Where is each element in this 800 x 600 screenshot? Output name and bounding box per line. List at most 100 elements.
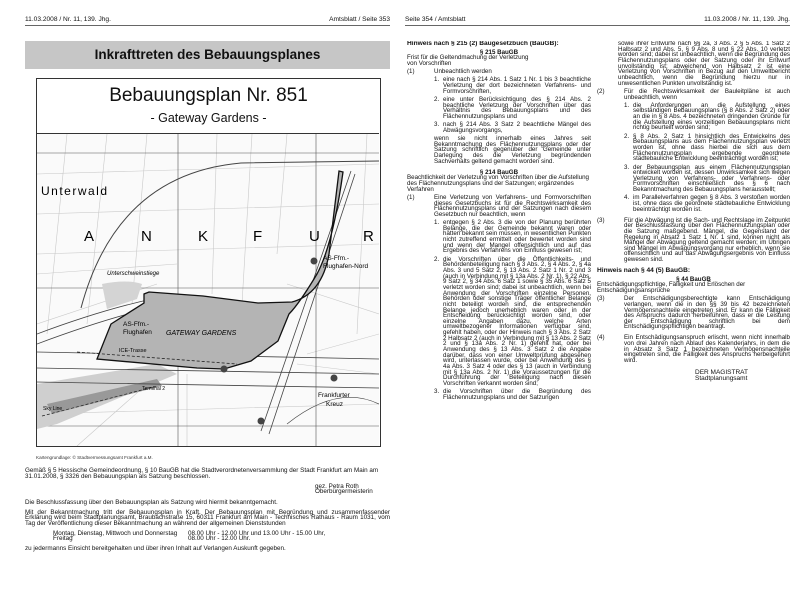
- motorway-markers: [220, 257, 338, 425]
- map-label-skyline: Sky Line: [43, 406, 62, 412]
- item-number: 1.: [434, 76, 440, 84]
- item-text: im Parallelverfahren gegen § 8 Abs. 3 ve…: [633, 194, 790, 213]
- item-number: 3.: [624, 163, 630, 171]
- item-text: der Bebauungsplan aus einem Flächennutzu…: [633, 163, 790, 194]
- map-letter: U: [309, 228, 320, 245]
- s44-para-4: (4) Ein Entschädigungsanspruch erlischt,…: [597, 335, 790, 366]
- s215-para-1: (1) Unbeachtlich werden 1. eine nach § 21…: [407, 69, 591, 167]
- plan-title: Bebauungsplan Nr. 851: [109, 85, 308, 106]
- list-item: 2. die Vorschriften über die Öffentlichke…: [434, 255, 591, 388]
- list-item: 4. im Parallelverfahren gegen § 8 Abs. 3 …: [624, 194, 790, 213]
- item-number: 2.: [624, 132, 630, 140]
- item-number: 2.: [434, 255, 440, 263]
- s214-para-1: (1) Eine Verletzung von Verfahrens- und …: [407, 193, 591, 403]
- item-text: entgegen § 2 Abs. 3 die von der Planung …: [443, 219, 591, 255]
- hours-times: 08.00 Uhr - 12.00 Uhr und 13.00 Uhr - 15…: [188, 529, 326, 537]
- map-letter: K: [198, 228, 208, 245]
- right-column-1: Hinweis nach § 215 (2) Baugesetzbuch (Ba…: [407, 41, 591, 599]
- para-number: (2): [597, 87, 605, 95]
- list-item: 3. nach § 214 Abs. 3 Satz 2 beachtliche M…: [434, 121, 591, 134]
- left-header-date: 11.03.2008 / Nr. 11, 139. Jhg.: [25, 16, 111, 23]
- item-text: die Anforderungen an die Aufstellung ein…: [633, 101, 790, 132]
- s214-para-3: (3) Für die Abwägung ist die Sach- und R…: [597, 216, 790, 266]
- para-number: (3): [597, 295, 605, 303]
- map-label-ice: ICE-Trasse: [119, 348, 147, 354]
- item-text: § 8 Abs. 2 Satz 1 hinsichtlich des Entwi…: [633, 132, 790, 163]
- s44-para-3: (3) Der Entschädigungsberechtigte kann E…: [597, 296, 790, 333]
- map-label-frankfurt: A N K F U R: [84, 228, 374, 245]
- s214-para-2: (2) Für die Rechtswirksamkeit der Baulei…: [597, 87, 790, 215]
- map-letter: F: [253, 228, 262, 245]
- item-number: 4.: [624, 194, 630, 202]
- map-letter: N: [141, 228, 152, 245]
- map-letter: R: [363, 228, 374, 245]
- highways: [37, 160, 379, 435]
- para-number: (1): [407, 193, 415, 201]
- right-page-header: Seite 354 / Amtsblatt 11.03.2008 / Nr. 1…: [405, 16, 790, 26]
- page-title: Inkrafttreten des Bebauungsplanes: [25, 41, 390, 69]
- subtitle-214: Beachtlichkeit der Verletzung von Vorsch…: [407, 174, 589, 193]
- signature-name: gez. Petra Roth: [315, 482, 359, 490]
- para-text: Unbeachtlich werden: [434, 68, 492, 76]
- item-number: 3.: [434, 388, 440, 396]
- announcement-text: Die Beschlussfassung über den Bebauungsp…: [25, 498, 278, 506]
- map-label-unterwald: Unterwald: [41, 184, 109, 198]
- office-hours: Montag, Dienstag, Mittwoch und Donnersta…: [53, 529, 390, 542]
- list-item: 1. entgegen § 2 Abs. 3 die von der Planun…: [434, 219, 591, 255]
- map-label-terminal: Terminal 2: [142, 386, 165, 392]
- signoff-authority: DER MAGISTRAT: [695, 369, 748, 377]
- item-text: nach § 214 Abs. 3 Satz 2 beachtliche Män…: [443, 121, 591, 134]
- map-label-kreuz: Frankfurter: [318, 392, 351, 399]
- plan-map: Unterwald A N K F U R Unterschweinstiege…: [37, 133, 379, 446]
- signature: gez. Petra Roth Oberbürgermeisterin: [315, 482, 390, 495]
- map-letter: A: [84, 228, 94, 245]
- heading-214: § 214 BauGB: [479, 168, 519, 176]
- right-header-date: 11.03.2008 / Nr. 11, 139. Jhg.: [704, 16, 790, 23]
- plan-box: Bebauungsplan Nr. 851 - Gateway Gardens …: [36, 78, 381, 447]
- subtitle-44: Entschädigungspflichtige, Fälligkeit und…: [597, 281, 746, 294]
- list-item: 1. eine nach § 214 Abs. 1 Satz 1 Nr. 1 bi…: [434, 76, 591, 95]
- map-label-as: AS-Ffm.-: [123, 321, 149, 328]
- list-item: 2. § 8 Abs. 2 Satz 1 hinsichtlich des Ent…: [624, 132, 790, 163]
- map-caption: Kartengrundlage: © Stadtvermessungsamt F…: [36, 455, 153, 460]
- right-header-page: Seite 354 / Amtsblatt: [405, 16, 466, 23]
- hinweis-44: Hinweis nach § 44 (5) BauGB:: [597, 266, 691, 274]
- hours-times: 08.00 Uhr - 12.00 Uhr.: [188, 535, 251, 542]
- ice-trasse: [76, 351, 238, 365]
- plan-area: [96, 170, 344, 370]
- map-label-as-nord: AS-Ffm.-: [323, 255, 349, 262]
- para-text: Für die Abwägung ist die Sach- und Recht…: [624, 216, 790, 264]
- hours-days: Freitag: [53, 535, 73, 542]
- para-text: Für die Rechtswirksamkeit der Bauleitplä…: [624, 87, 790, 101]
- item-text: die Vorschriften über die Begründung des…: [443, 388, 591, 401]
- airport-strip: [47, 379, 162, 414]
- para-text: Der Entschädigungsberechtigte kann Entsc…: [624, 295, 790, 331]
- list-item: 3. die Vorschriften über die Begründung d…: [434, 388, 591, 401]
- right-column-2: sowie ihrer Entwürfe nach §§ 2a, 3 Abs. …: [597, 41, 790, 599]
- item-number: 2.: [434, 96, 440, 104]
- item3-continued: sowie ihrer Entwürfe nach §§ 2a, 3 Abs. …: [618, 41, 790, 87]
- signature-title: Oberbürgermeisterin: [315, 488, 373, 495]
- resolution-text: Gemäß § 5 Hessische Gemeindeordnung, § 1…: [25, 467, 379, 480]
- item-text: eine nach § 214 Abs. 1 Satz 1 Nr. 1 bis …: [443, 76, 591, 95]
- item-number: 1.: [434, 219, 440, 227]
- list-item: 2. eine unter Berücksichtigung des § 214 …: [434, 96, 591, 120]
- item-text: die Vorschriften über die Öffentlichkeit…: [443, 255, 591, 388]
- list-item: 1. die Anforderungen an die Aufstellung e…: [624, 101, 790, 132]
- item-number: 3.: [434, 121, 440, 129]
- map-label-unterschweinstiege: Unterschweinstiege: [107, 271, 160, 277]
- inspection-text: Mit der Bekanntmachung tritt der Bebauun…: [25, 508, 390, 527]
- hours-days: Montag, Dienstag, Mittwoch und Donnersta…: [53, 529, 178, 537]
- left-page-header: 11.03.2008 / Nr. 11, 139. Jhg. Amtsblatt…: [25, 16, 390, 26]
- para-text: Eine Verletzung von Verfahrens- und Form…: [434, 193, 591, 218]
- item-number: 1.: [624, 101, 630, 109]
- map-label-kreuz-2: Kreuz: [326, 401, 343, 408]
- map-label-as-2: Flughafen: [123, 329, 152, 336]
- heading-44: § 44 BauGB: [676, 275, 711, 283]
- signoff: DER MAGISTRAT Stadtplanungsamt: [695, 369, 790, 382]
- grid-lines: [37, 134, 379, 446]
- plan-subtitle: - Gateway Gardens -: [150, 111, 267, 125]
- heading-215: § 215 BauGB: [479, 48, 519, 56]
- area-west: [102, 281, 142, 309]
- para-text: wenn sie nicht innerhalb eines Jahres se…: [434, 135, 591, 165]
